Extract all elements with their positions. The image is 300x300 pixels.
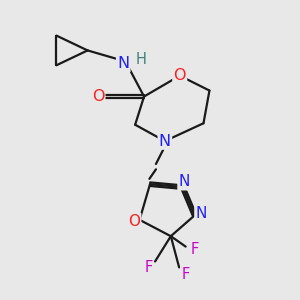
- Text: N: N: [178, 174, 190, 189]
- Text: O: O: [92, 89, 104, 104]
- Text: O: O: [173, 68, 186, 83]
- Text: F: F: [182, 267, 190, 282]
- Text: H: H: [136, 52, 146, 67]
- Text: N: N: [159, 134, 171, 148]
- Text: O: O: [128, 214, 140, 229]
- Text: F: F: [144, 260, 153, 275]
- Text: F: F: [190, 242, 199, 257]
- Text: N: N: [117, 56, 129, 71]
- Text: N: N: [195, 206, 207, 221]
